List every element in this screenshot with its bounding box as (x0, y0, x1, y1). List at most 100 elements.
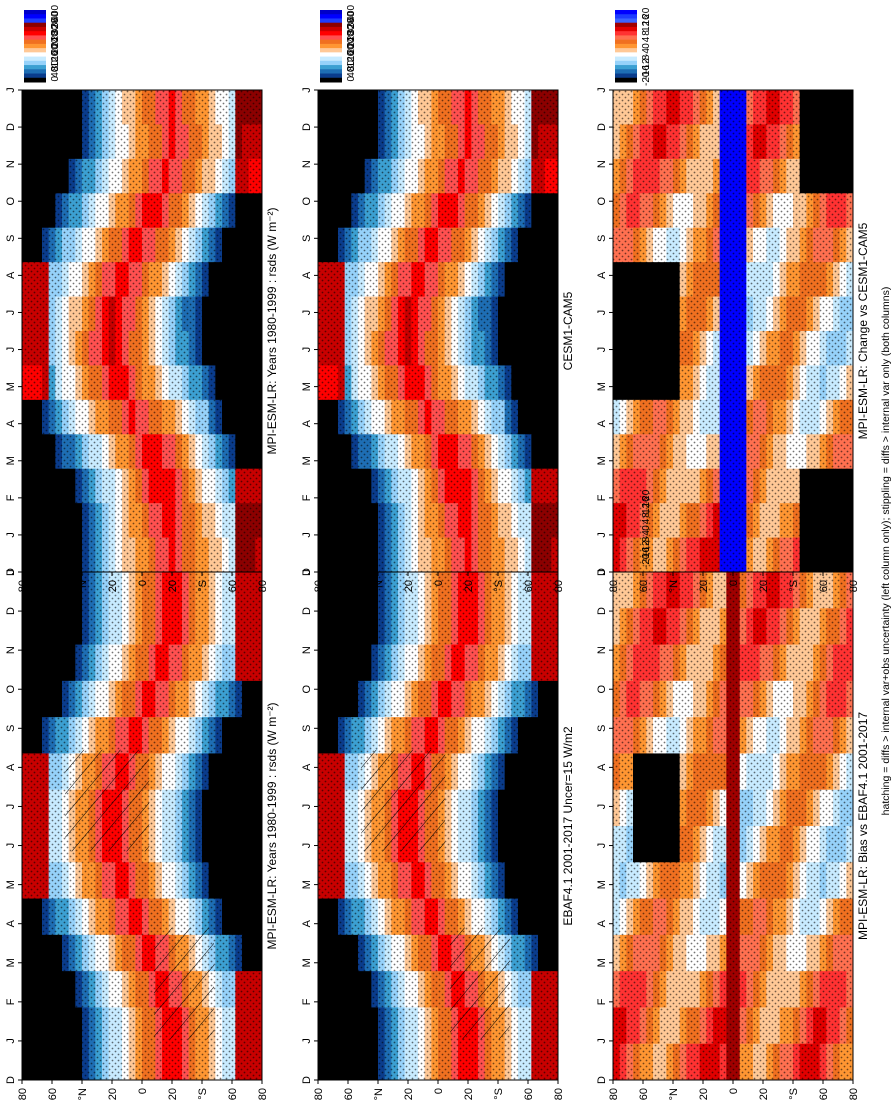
colorbar-swatch (24, 14, 46, 19)
x-tick-label: S (596, 725, 608, 732)
x-tick-label: N (301, 160, 313, 168)
colorbar-swatch (320, 43, 342, 49)
colorbar-tick-label: 320 (346, 500, 357, 517)
y-tick-label: 80 (257, 1088, 269, 1100)
colorbar-tick-label: 120 (346, 50, 357, 67)
x-tick-label: J (5, 532, 17, 538)
x-tick-label: A (596, 271, 608, 279)
x-tick-label: J (5, 843, 17, 849)
colorbar-swatch (320, 22, 342, 28)
colorbar-tick-label: 160 (346, 44, 357, 61)
y-tick-label: °S (788, 580, 800, 592)
colorbar-tick-label: 120 (50, 50, 61, 67)
x-tick-label: O (301, 685, 313, 694)
colorbar-tick-label: 40 (50, 548, 61, 560)
colorbar-tick-label: 20 (641, 7, 652, 19)
colorbar-tick-label: 80 (346, 542, 357, 554)
stippling-overlay (613, 90, 853, 572)
y-tick-label: 80 (553, 580, 565, 592)
colorbar-swatch (24, 39, 46, 45)
colorbar-tick-label: 8 (641, 512, 652, 518)
x-tick-label: J (596, 804, 608, 810)
x-tick-label: D (301, 1076, 313, 1084)
y-tick-label: 20 (698, 580, 710, 592)
colorbar-tick-label: 160 (50, 44, 61, 61)
colorbar-swatch (615, 10, 637, 15)
x-tick-label: N (596, 646, 608, 654)
x-tick-label: D (5, 607, 17, 615)
colorbar-swatch (320, 73, 342, 79)
colorbar-tick-label: 240 (346, 31, 357, 48)
y-tick-label: °N (77, 1088, 89, 1100)
colorbar-swatch (615, 31, 637, 36)
colorbar-swatch (320, 65, 342, 70)
colorbar-tick-label: 0 (641, 525, 652, 531)
colorbar-tick-label: 8 (641, 30, 652, 36)
y-tick-label: 0 (728, 580, 740, 586)
y-tick-label: 60 (343, 1088, 355, 1100)
colorbar-swatch (24, 35, 46, 41)
y-tick-label: 20 (403, 580, 415, 592)
colorbar-swatch (320, 56, 342, 62)
x-tick-label: J (596, 532, 608, 538)
colorbar-swatch (24, 10, 46, 15)
colorbar-tick-label: 320 (50, 500, 61, 517)
colorbar-swatch (320, 10, 342, 15)
x-tick-label: O (596, 685, 608, 694)
y-tick-label: 80 (17, 1088, 29, 1100)
colorbar-swatch (24, 60, 46, 66)
colorbar-swatch (615, 56, 637, 62)
colorbar-tick-label: 0 (346, 558, 357, 564)
y-tick-label: °N (373, 580, 385, 592)
y-tick-label: 20 (463, 1088, 475, 1100)
colorbar-tick-label: -12 (641, 540, 652, 555)
stippling-overlay (613, 572, 853, 1080)
colorbar-swatch (320, 14, 342, 19)
colorbar-tick-label: 4 (641, 36, 652, 42)
colorbar-tick-label: 16 (641, 496, 652, 508)
colorbar-tick-label: 40 (346, 548, 357, 560)
colorbar-tick-label: 40 (346, 66, 357, 78)
y-tick-label: 20 (107, 580, 119, 592)
x-tick-label: A (596, 763, 608, 771)
x-tick-label: A (301, 919, 313, 927)
x-tick-label: O (596, 197, 608, 206)
y-tick-label: 0 (728, 1088, 740, 1094)
y-tick-label: 80 (608, 580, 620, 592)
y-tick-label: 60 (523, 580, 535, 592)
x-tick-label: A (5, 271, 17, 279)
x-tick-label: A (5, 919, 17, 927)
x-tick-label: A (301, 419, 313, 427)
colorbar-swatch (24, 69, 46, 75)
y-tick-label: 20 (463, 580, 475, 592)
colorbar-swatch (24, 73, 46, 79)
colorbar-tick-label: 120 (50, 532, 61, 549)
colorbar-tick-label: 80 (50, 60, 61, 72)
x-tick-label: J (596, 569, 608, 575)
y-tick-label: °N (77, 580, 89, 592)
colorbar-swatch (320, 52, 342, 58)
y-tick-label: °N (373, 1088, 385, 1100)
x-tick-label: F (5, 494, 17, 501)
colorbar-tick-label: 120 (346, 532, 357, 549)
colorbar-swatch (615, 35, 637, 41)
colorbar (24, 10, 46, 83)
colorbar-tick-label: 4 (641, 518, 652, 524)
colorbar-tick-label: 280 (50, 506, 61, 523)
colorbar-swatch (615, 60, 637, 66)
x-tick-label: A (301, 763, 313, 771)
colorbar-swatch (320, 35, 342, 41)
colorbar-tick-label: 360 (50, 11, 61, 28)
colorbar-tick-label: 400 (346, 486, 357, 503)
colorbar-tick-label: 0 (641, 43, 652, 49)
x-tick-label: J (5, 347, 17, 353)
x-tick-label: A (596, 919, 608, 927)
x-tick-label: A (596, 419, 608, 427)
y-tick-label: 80 (257, 580, 269, 592)
x-tick-label: S (5, 725, 17, 732)
x-tick-label: F (301, 494, 313, 501)
colorbar-tick-label: 0 (346, 76, 357, 82)
y-tick-label: 20 (403, 1088, 415, 1100)
colorbar-tick-label: 0 (50, 76, 61, 82)
